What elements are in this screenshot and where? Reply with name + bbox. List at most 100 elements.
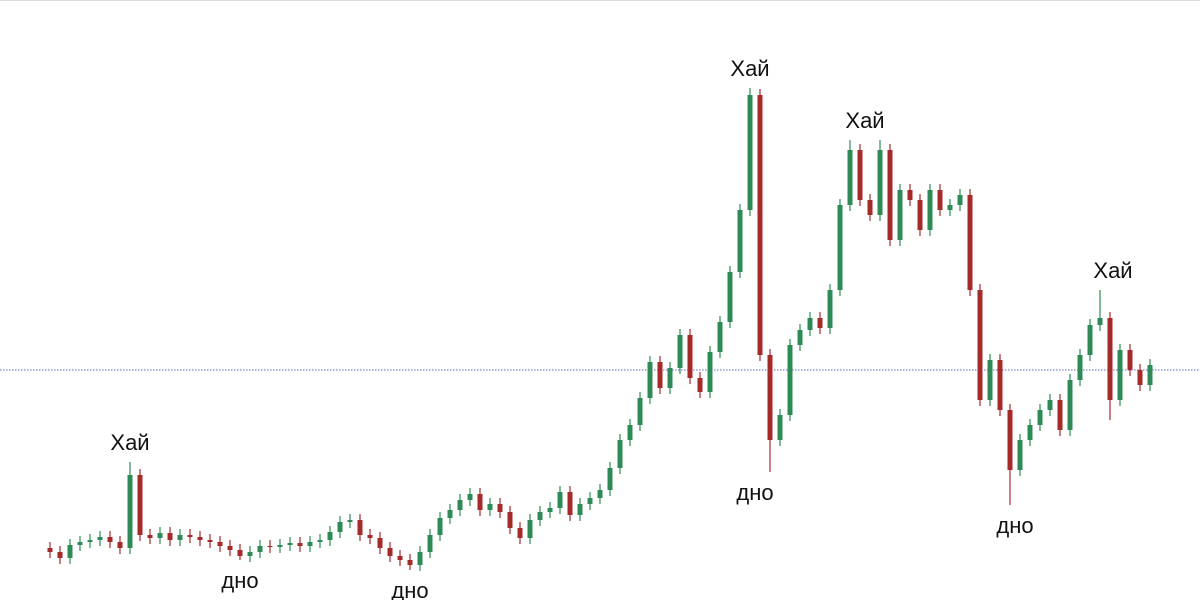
candle-body	[687, 335, 693, 378]
candle-body	[207, 540, 213, 542]
candle-body	[917, 200, 923, 230]
candle-body	[987, 360, 993, 400]
candle-body	[717, 322, 723, 352]
candle-body	[667, 368, 673, 388]
candle-body	[377, 538, 383, 548]
candle-body	[267, 546, 273, 547]
candle-body	[237, 550, 243, 556]
candle-body	[677, 335, 683, 368]
candle-body	[57, 552, 63, 558]
candle-body	[657, 362, 663, 388]
candle-body	[1137, 370, 1143, 385]
candle-body	[337, 522, 343, 532]
candle-body	[257, 546, 263, 552]
annotation: Хай	[730, 56, 769, 81]
candle-body	[217, 542, 223, 546]
candle-body	[897, 190, 903, 240]
annotation: дно	[391, 578, 428, 600]
candle-body	[1117, 350, 1123, 400]
annotation: дно	[996, 513, 1033, 538]
candle-body	[747, 95, 753, 210]
candle-body	[477, 494, 483, 510]
candle-body	[467, 494, 473, 500]
candle-body	[857, 150, 863, 200]
candle-body	[507, 512, 513, 528]
annotation: дно	[736, 480, 773, 505]
candle-body	[697, 378, 703, 392]
candle-body	[967, 195, 973, 290]
candle-body	[777, 415, 783, 440]
candle-body	[317, 540, 323, 542]
candle-body	[327, 532, 333, 540]
candle-body	[707, 352, 713, 392]
candle-body	[557, 492, 563, 508]
candle-body	[417, 552, 423, 565]
candle-body	[877, 150, 883, 215]
candle-body	[587, 498, 593, 504]
annotation: дно	[221, 568, 258, 593]
candle-body	[107, 537, 113, 542]
candle-body	[247, 552, 253, 556]
annotation: Хай	[845, 108, 884, 133]
candle-body	[67, 545, 73, 558]
candle-body	[597, 490, 603, 498]
candle-body	[647, 362, 653, 398]
candle-body	[637, 398, 643, 425]
candle-body	[617, 440, 623, 468]
candle-body	[487, 504, 493, 510]
candle-body	[807, 318, 813, 330]
candle-body	[567, 492, 573, 515]
candle-body	[817, 318, 823, 328]
candle-body	[737, 210, 743, 272]
candle-body	[307, 542, 313, 546]
candle-body	[997, 360, 1003, 410]
candle-body	[1027, 425, 1033, 440]
candle-body	[1087, 325, 1093, 355]
candle-body	[437, 518, 443, 535]
annotation: Хай	[1093, 258, 1132, 283]
candle-body	[827, 290, 833, 328]
candle-body	[977, 290, 983, 400]
candle-body	[227, 546, 233, 550]
candle-body	[427, 535, 433, 552]
candle-body	[527, 520, 533, 538]
candle-body	[957, 195, 963, 205]
candle-body	[287, 543, 293, 545]
candle-body	[147, 535, 153, 538]
candle-body	[97, 537, 103, 540]
candle-body	[787, 345, 793, 415]
annotation: Хай	[110, 430, 149, 455]
candle-body	[547, 508, 553, 512]
candle-body	[347, 520, 353, 522]
candle-body	[357, 520, 363, 535]
candle-body	[447, 510, 453, 518]
candle-body	[1147, 365, 1153, 385]
candle-body	[627, 425, 633, 440]
candle-body	[1077, 355, 1083, 380]
candle-body	[497, 504, 503, 512]
candle-body	[927, 190, 933, 230]
candle-body	[297, 543, 303, 546]
candle-body	[907, 190, 913, 200]
candle-body	[457, 500, 463, 510]
candle-body	[187, 535, 193, 537]
candle-body	[47, 548, 53, 552]
candle-body	[1097, 318, 1103, 325]
candle-body	[1017, 440, 1023, 470]
candle-body	[177, 535, 183, 540]
candle-body	[837, 205, 843, 290]
candle-body	[397, 556, 403, 560]
candle-body	[537, 512, 543, 520]
candle-body	[197, 537, 203, 540]
candle-body	[137, 475, 143, 535]
candle-body	[867, 200, 873, 215]
candle-body	[1047, 400, 1053, 410]
candle-body	[757, 95, 763, 355]
candle-body	[607, 468, 613, 490]
candle-body	[167, 533, 173, 540]
candle-body	[1057, 400, 1063, 430]
candle-body	[77, 542, 83, 545]
candle-body	[277, 545, 283, 547]
candle-body	[87, 540, 93, 542]
